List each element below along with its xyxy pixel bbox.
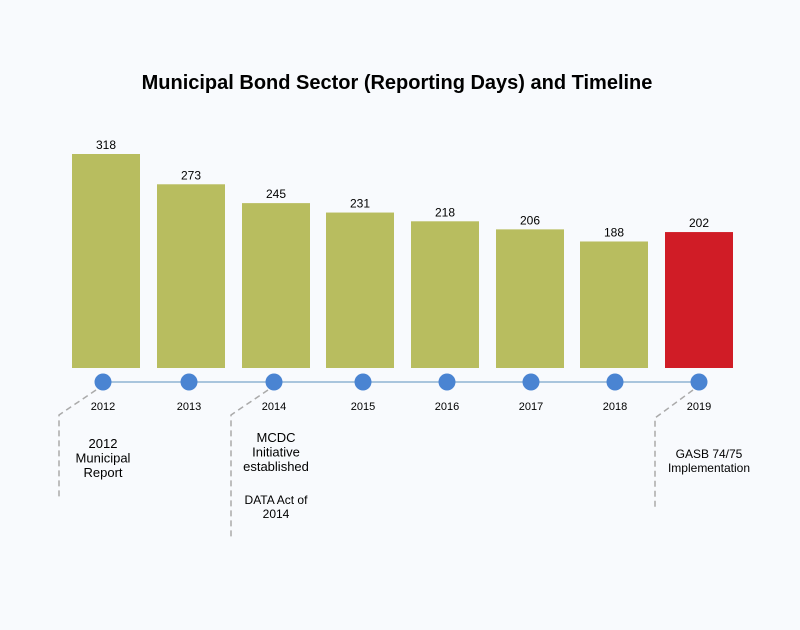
annotation-line: Implementation [668,461,750,475]
year-label-2015: 2015 [351,401,375,413]
bar-2016 [411,221,479,368]
annotation-2014-1: MCDC Initiative established [243,430,309,474]
annotation-line: Municipal [76,451,131,466]
annotation-line: MCDC [257,430,296,445]
annotation-line: Initiative [252,445,300,460]
timeline-dot-2016 [438,373,456,391]
timeline-dot-2013 [180,373,198,391]
timeline-dot-2012 [94,373,112,391]
bars-layer: 318 273 245 231 218 206 188 202 [72,138,733,368]
chart-title: Municipal Bond Sector (Reporting Days) a… [142,72,653,94]
bar-value-label-2016: 218 [435,205,455,219]
bar-2019 [665,232,733,368]
timeline-dot-2018 [606,373,624,391]
bar-2018 [580,241,648,368]
annotation-line: GASB 74/75 [676,447,743,461]
bar-value-label-2019: 202 [689,216,709,230]
timeline-dot-2017 [522,373,540,391]
bar-value-label-2015: 231 [350,197,370,211]
bar-value-label-2012: 318 [96,138,116,152]
timeline-dot-2015 [354,373,372,391]
annotation-2012-0: 2012 Municipal Report [76,436,131,480]
annotation-line: DATA Act of [245,493,309,507]
year-label-2013: 2013 [177,401,201,413]
bar-2017 [496,229,564,368]
bar-value-label-2018: 188 [604,225,624,239]
bar-2015 [326,212,394,368]
annotation-line: established [243,459,309,474]
bar-2012 [72,154,140,368]
annotation-line: 2012 [89,436,118,451]
year-label-2014: 2014 [262,401,286,413]
connector-2012 [58,389,97,500]
timeline-dot-2019 [690,373,708,391]
year-label-2018: 2018 [603,401,627,413]
year-label-2017: 2017 [519,401,543,413]
timeline-layer: 2012 2013 2014 2015 2016 2017 2018 2019 [91,373,711,413]
bar-value-label-2014: 245 [266,187,286,201]
bar-2013 [157,184,225,368]
year-label-2016: 2016 [435,401,459,413]
annotation-line: 2014 [263,507,290,521]
year-label-2012: 2012 [91,401,115,413]
bar-2014 [242,203,310,368]
bar-value-label-2013: 273 [181,168,201,182]
bar-value-label-2017: 206 [520,213,540,227]
annotation-2014-2: DATA Act of 2014 [245,493,309,521]
connector-2019 [654,389,694,510]
year-label-2019: 2019 [687,401,711,413]
connector-2014 [230,389,269,540]
timeline-dot-2014 [265,373,283,391]
annotation-2019-3: GASB 74/75 Implementation [668,447,750,475]
annotation-line: Report [83,465,122,480]
